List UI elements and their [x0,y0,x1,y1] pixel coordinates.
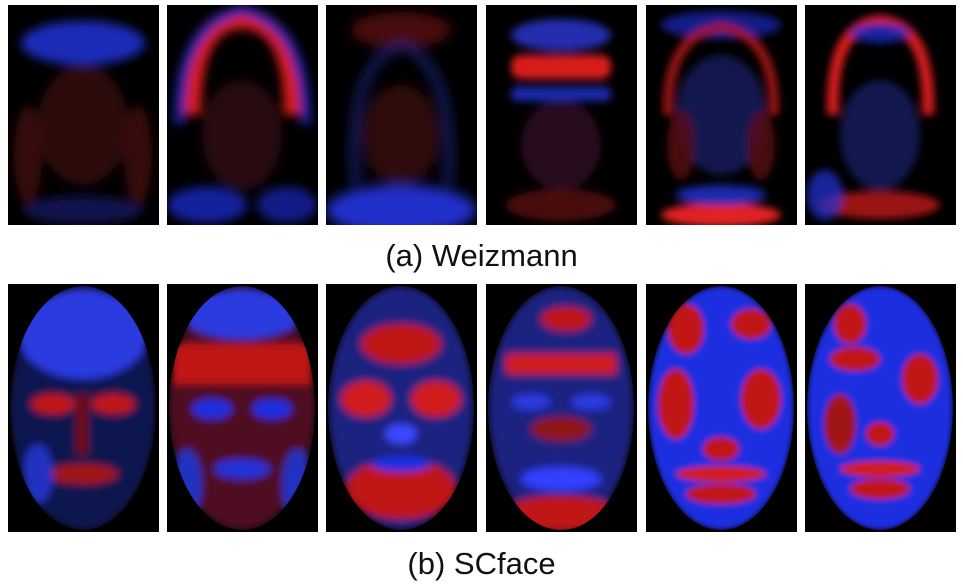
weizmann-face-map-6 [805,5,956,225]
weizmann-face-map-2 [167,5,318,225]
scface-face-map-1 [8,284,159,532]
scface-face-map-2 [167,284,318,532]
weizmann-face-map-3 [326,5,477,225]
weizmann-face-map-1 [8,5,159,225]
scface-face-map-3 [326,284,477,532]
weizmann-face-map-5 [646,5,797,225]
weizmann-face-map-4 [486,5,637,225]
scface-face-map-4 [486,284,637,532]
scface-face-map-5 [646,284,797,532]
weizmann-caption: (a) Weizmann [385,238,578,273]
scface-face-map-6 [805,284,956,532]
scface-caption: (b) SCface [407,546,556,581]
